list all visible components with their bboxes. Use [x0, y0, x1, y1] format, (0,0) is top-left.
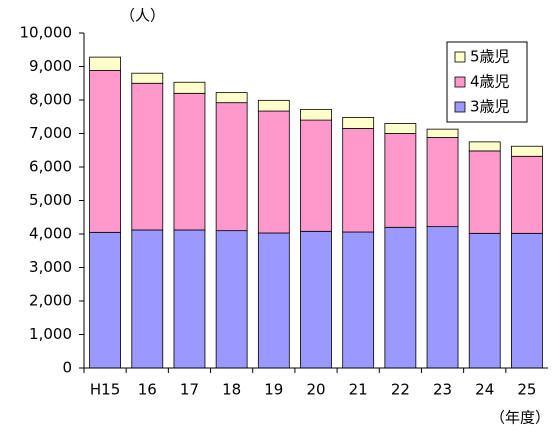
bar-segment [342, 231, 375, 369]
y-tick-label: 9,000 [29, 57, 72, 75]
bar-segment [384, 226, 417, 369]
legend-swatch [454, 51, 466, 63]
x-tick-label: H15 [90, 381, 120, 399]
x-unit: （年度） [490, 409, 550, 427]
bar-segment [300, 230, 332, 369]
bar-segment [215, 230, 248, 369]
bar-segment [384, 133, 417, 228]
y-tick-label: 5,000 [29, 191, 72, 209]
x-tick-label: 16 [138, 381, 157, 399]
x-tick-label: 19 [264, 381, 283, 399]
bar-segment [215, 92, 248, 104]
bar-segment [342, 117, 375, 129]
y-tick-label: 1,000 [29, 325, 72, 343]
legend-swatch [454, 101, 466, 113]
bar-segment [173, 229, 206, 369]
legend-swatch [454, 76, 466, 88]
bar-segment [131, 82, 164, 231]
x-tick-label: 25 [517, 381, 536, 399]
bar-segment [215, 102, 248, 232]
bar-segment [384, 123, 417, 134]
x-tick-label: 20 [306, 381, 325, 399]
bar-segment [426, 226, 459, 369]
x-tick-label: 17 [180, 381, 199, 399]
bar-segment [511, 145, 543, 157]
y-tick-label: 3,000 [29, 258, 72, 276]
bar-segment [89, 231, 121, 369]
bar-segment [300, 119, 332, 232]
bar-segment [89, 70, 121, 233]
y-tick-label: 2,000 [29, 292, 72, 310]
bar-segment [257, 232, 290, 369]
x-tick-label: 22 [391, 381, 410, 399]
bar-segment [468, 232, 501, 369]
bar-segment [426, 137, 459, 228]
bar-segment [173, 92, 206, 231]
bar-segment [257, 99, 290, 112]
y-tick-label: 0 [62, 359, 72, 377]
bar-segment [300, 108, 332, 121]
y-tick-label: 10,000 [20, 24, 73, 42]
bar-segment [468, 141, 501, 152]
y-tick-label: 6,000 [29, 158, 72, 176]
legend-label: 4歳児 [470, 73, 510, 91]
legend-label: 5歳児 [470, 48, 510, 66]
bar-segment [131, 72, 164, 84]
y-tick-label: 4,000 [29, 225, 72, 243]
bar-segment [511, 232, 543, 369]
y-unit: （人） [120, 7, 165, 25]
bar-segment [131, 229, 164, 369]
bar-segment [257, 110, 290, 234]
bar-segment [173, 81, 206, 94]
bar-segment [426, 128, 459, 138]
x-tick-label: 21 [349, 381, 368, 399]
x-tick-label: 18 [222, 381, 241, 399]
x-tick-label: 24 [475, 381, 494, 399]
x-tick-label: 23 [433, 381, 452, 399]
bar-segment [342, 128, 375, 233]
bar-segment [511, 155, 543, 234]
bar-segment [468, 150, 501, 234]
bar-segment [89, 56, 121, 71]
legend-label: 3歳児 [470, 98, 510, 116]
y-tick-label: 7,000 [29, 124, 72, 142]
y-tick-label: 8,000 [29, 91, 72, 109]
